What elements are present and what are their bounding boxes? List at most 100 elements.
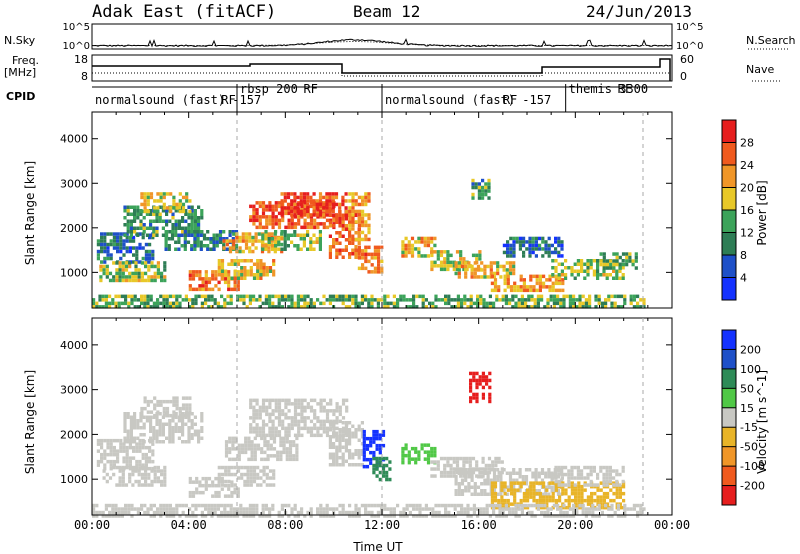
power-cell: [258, 298, 262, 302]
velocity-cell: [137, 483, 141, 487]
power-cell: [502, 264, 506, 269]
velocity-cell: [128, 479, 132, 484]
velocity-cell: [512, 485, 516, 489]
velocity-cell: [364, 510, 368, 515]
velocity-cell: [190, 419, 194, 423]
velocity-cell: [288, 450, 293, 455]
power-cell: [376, 301, 380, 306]
velocity-cell: [300, 412, 304, 417]
velocity-cell: [534, 489, 538, 493]
velocity-cell: [449, 467, 453, 471]
velocity-cell: [229, 510, 233, 515]
velocity-cell: [439, 474, 444, 478]
power-cell: [174, 219, 178, 223]
power-cell: [140, 275, 144, 279]
power-cell: [613, 294, 617, 299]
power-cell: [434, 294, 438, 299]
velocity-cell: [292, 457, 296, 462]
power-cell: [583, 262, 587, 266]
velocity-cell: [485, 378, 489, 383]
power-cell: [249, 259, 253, 263]
power-cell: [544, 240, 548, 244]
power-cell: [256, 266, 260, 270]
power-cell: [132, 253, 136, 257]
power-cell: [181, 216, 185, 220]
velocity-cell: [351, 463, 355, 467]
velocity-cell: [322, 405, 326, 410]
power-cell: [148, 260, 152, 264]
power-cell: [334, 192, 339, 196]
velocity-cell: [285, 440, 289, 444]
velocity-cell: [175, 503, 179, 508]
power-cell: [309, 215, 314, 219]
velocity-cell: [162, 399, 166, 404]
velocity-cell: [285, 454, 289, 458]
velocity-cell: [556, 492, 561, 496]
power-cell: [194, 301, 198, 306]
velocity-cell: [281, 426, 285, 431]
velocity-cell: [538, 505, 542, 510]
velocity-cell: [591, 514, 595, 518]
velocity-cell: [511, 510, 515, 515]
power-cell: [498, 298, 502, 302]
power-cell: [151, 249, 155, 254]
power-cell: [151, 256, 155, 261]
power-cell: [254, 239, 258, 243]
velocity-cell: [522, 505, 526, 510]
power-cell: [357, 202, 361, 207]
velocity-cell: [178, 503, 182, 508]
velocity-cell: [248, 503, 252, 508]
power-cell: [338, 210, 342, 214]
velocity-cell: [111, 507, 115, 511]
velocity-cell: [125, 459, 129, 464]
velocity-cell: [375, 456, 379, 461]
velocity-cell: [316, 419, 320, 424]
power-cell: [220, 262, 225, 266]
velocity-cell: [577, 484, 581, 489]
velocity-cell: [412, 503, 416, 508]
power-cell: [364, 237, 368, 242]
velocity-cell: [234, 440, 238, 444]
power-cell: [377, 259, 381, 264]
velocity-cell: [220, 514, 224, 518]
velocity-cell: [269, 447, 273, 451]
power-cell: [529, 274, 533, 279]
velocity-cell: [106, 445, 110, 450]
velocity-cell: [252, 416, 256, 420]
power-cell: [104, 301, 108, 306]
velocity-cell: [584, 514, 588, 518]
power-cell: [554, 250, 558, 255]
velocity-cell: [145, 419, 149, 423]
power-cell: [348, 294, 352, 299]
power-cell: [453, 305, 457, 309]
velocity-cell: [281, 398, 285, 403]
power-cell: [605, 276, 609, 280]
velocity-cell: [475, 392, 479, 397]
power-cell: [255, 225, 259, 230]
power-cell: [204, 273, 208, 278]
velocity-cell: [272, 440, 277, 444]
power-cell: [557, 273, 561, 277]
velocity-cell: [231, 436, 235, 441]
power-cell: [473, 261, 477, 265]
power-cell: [133, 294, 137, 299]
velocity-cell: [138, 463, 142, 467]
velocity-cell: [354, 507, 358, 511]
power-cell: [306, 195, 310, 200]
velocity-cell: [263, 450, 267, 455]
velocity-cell: [252, 469, 257, 473]
velocity-cell: [228, 440, 232, 444]
power-cell: [596, 259, 600, 263]
radar-title: Adak East (fitACF): [92, 2, 276, 22]
power-cell: [430, 253, 434, 258]
velocity-cell: [265, 398, 269, 403]
power-cell: [602, 262, 606, 267]
power-cell: [367, 227, 371, 231]
velocity-cell: [141, 466, 145, 471]
velocity-cell: [92, 507, 96, 511]
power-cell: [430, 247, 434, 251]
power-cell: [583, 269, 587, 273]
velocity-cell: [123, 415, 127, 419]
velocity-cell: [572, 510, 576, 515]
velocity-cell: [489, 478, 493, 482]
